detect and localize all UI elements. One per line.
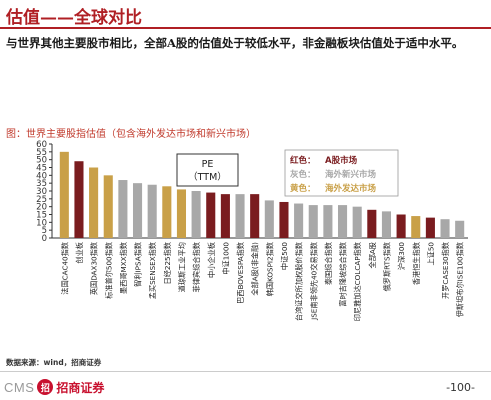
x-tick-label: 全部A股(非金融) — [251, 242, 260, 296]
chart-bar — [455, 220, 465, 238]
chart-bar — [118, 180, 128, 238]
chart-bar — [425, 217, 435, 238]
y-tick-label: 10 — [36, 218, 47, 228]
y-tick-label: 40 — [36, 171, 47, 181]
data-source: 数据来源：wind，招商证券 — [6, 358, 102, 367]
y-tick-label: 60 — [36, 140, 47, 150]
chart-bar — [132, 183, 143, 238]
x-tick-label: 台湾证交所加权股价指数 — [295, 242, 304, 321]
page-title: 估值——全球对比 — [6, 8, 142, 28]
y-tick-label: 45 — [36, 164, 47, 174]
chart-bar — [220, 194, 230, 238]
legend-key-label: 红色： — [290, 155, 316, 166]
pe-annotation-box — [176, 153, 239, 187]
chart-bar — [396, 214, 406, 238]
x-tick-label: 中小企业板 — [207, 242, 216, 278]
chart-bar — [411, 216, 421, 238]
chart-caption: 图：世界主要股指估值（包含海外发达市场和新兴市场） — [6, 129, 256, 140]
y-tick-label: 5 — [42, 226, 47, 236]
x-tick-label: 孟买SENSEX指数 — [148, 242, 157, 299]
page-number: -100- — [446, 381, 475, 394]
x-tick-label: 法国CAC40指数 — [60, 242, 69, 295]
y-tick-label: 25 — [36, 195, 47, 205]
x-tick-label: 开罗CASE30指数 — [441, 242, 450, 299]
legend-entry-text: 海外发达市场 — [325, 183, 377, 194]
logo-mark-icon: 招 — [37, 379, 54, 395]
legend-box — [284, 149, 399, 197]
chart-bar — [352, 206, 362, 238]
chart-bar — [250, 194, 260, 238]
chart-bar — [367, 209, 377, 238]
logo-cn: 招商证券 — [56, 380, 105, 395]
x-tick-label: 智利IPSA指数 — [134, 242, 143, 287]
y-tick-label: 30 — [36, 187, 47, 197]
y-tick-label: 20 — [36, 203, 47, 213]
chart-bar — [59, 151, 69, 238]
legend-entry-text: 海外新兴市场 — [325, 169, 377, 180]
chart-bar — [264, 200, 274, 238]
legend-key-label: 黄色： — [290, 183, 316, 194]
chart-bar — [337, 205, 348, 238]
x-tick-label: 俄罗斯RTS指数 — [382, 242, 391, 291]
x-tick-label: 富时吉隆坡综合指数 — [339, 242, 348, 307]
y-tick-label: 15 — [36, 211, 47, 221]
legend-key-label: 灰色： — [290, 169, 316, 180]
x-tick-label: 印尼雅加达COLCAP指数 — [353, 242, 362, 321]
x-tick-label: 标准普尔500指数 — [104, 242, 113, 299]
chart-bar — [235, 194, 245, 238]
chart-bar — [74, 161, 84, 238]
y-tick-label: 50 — [36, 156, 47, 166]
y-tick-label: 0 — [42, 234, 47, 244]
x-tick-label: 墨西哥MXX指数 — [119, 242, 128, 294]
x-tick-label: 道琼斯工业平均 — [177, 242, 186, 292]
x-tick-label: 香港恒生指数 — [412, 242, 421, 285]
chart-bar — [308, 205, 318, 238]
x-tick-label: 上证50 — [426, 242, 435, 266]
chart-bar — [323, 205, 333, 238]
pe-annotation-sub: （TTM） — [188, 171, 227, 183]
x-tick-label: 全部A股 — [368, 242, 377, 268]
chart-bar — [381, 211, 392, 238]
chart-bar — [279, 201, 289, 238]
x-tick-label: 英国DAX30指数 — [90, 242, 99, 295]
y-tick-label: 55 — [36, 148, 47, 158]
page-header: 估值——全球对比 — [0, 0, 491, 29]
chart-bar — [191, 191, 201, 238]
chart-bar — [147, 184, 157, 238]
y-tick-label: 35 — [36, 179, 47, 189]
pe-annotation-label: PE — [202, 159, 214, 170]
x-tick-label: 创业板 — [75, 242, 84, 264]
x-tick-label: JSE南非领先40交易指数 — [309, 242, 318, 321]
x-tick-label: 中证1000 — [221, 242, 230, 275]
chart-bar — [89, 167, 99, 238]
x-tick-label: 泰国综合指数 — [324, 242, 333, 285]
x-tick-label: 菲律宾综合指数 — [192, 242, 201, 292]
header-divider — [0, 27, 491, 29]
x-tick-label: 伊斯坦布尔ISE100指数 — [456, 242, 465, 317]
x-tick-label: 日经225指数 — [163, 242, 172, 284]
x-tick-label: 中证500 — [280, 242, 289, 271]
chart-bar — [294, 203, 304, 238]
cms-logo: CMS 招 招商证券 — [4, 378, 104, 396]
chart-bar — [440, 219, 450, 238]
x-tick-label: 韩国KOSPI2指数 — [265, 242, 274, 296]
x-tick-label: 巴西BOVESPA指数 — [236, 242, 245, 304]
chart-bar — [206, 192, 216, 238]
chart-bar — [162, 186, 172, 238]
logo-en: CMS — [4, 379, 35, 395]
chart-bar — [103, 175, 113, 238]
intro-text: 与世界其他主要股市相比，全部A股的估值处于较低水平，非金融板块估值处于适中水平。 — [6, 36, 464, 50]
legend-entry-text: A股市场 — [325, 155, 358, 166]
footer-divider — [0, 371, 491, 372]
x-tick-label: 沪深300 — [397, 242, 406, 271]
chart-bar — [176, 189, 187, 238]
